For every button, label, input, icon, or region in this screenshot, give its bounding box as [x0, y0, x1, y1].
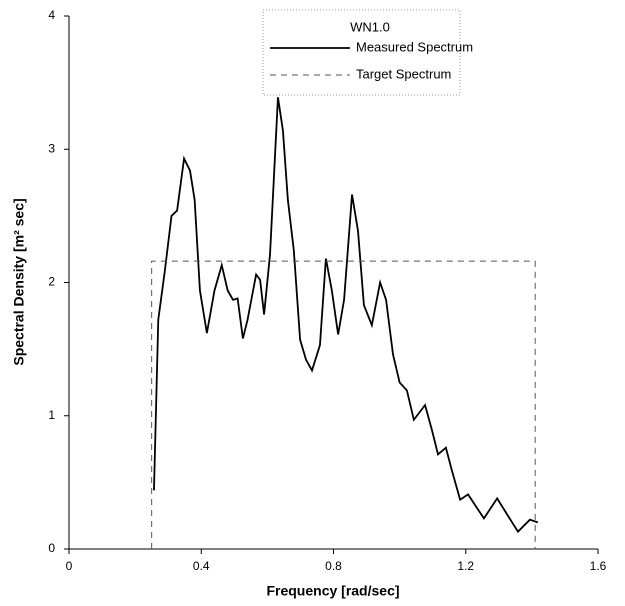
y-tick-label: 4 [48, 8, 55, 22]
x-axis-title: Frequency [rad/sec] [266, 583, 399, 599]
x-tick-label: 0.4 [193, 559, 210, 573]
x-tick-label: 1.6 [590, 559, 607, 573]
x-tick-label: 0.8 [325, 559, 342, 573]
series-line [151, 260, 536, 549]
y-axis-title: Spectral Density [m² sec] [11, 198, 27, 365]
y-tick-label: 2 [48, 275, 55, 289]
legend-label: Target Spectrum [356, 66, 451, 81]
y-tick-label: 0 [48, 541, 55, 555]
y-tick-label: 3 [48, 141, 55, 155]
y-tick-label: 1 [48, 408, 55, 422]
legend-title: WN1.0 [350, 19, 390, 34]
series-line [153, 97, 539, 534]
legend-box [262, 9, 461, 96]
x-tick-label: 1.2 [457, 559, 474, 573]
legend-label: Measured Spectrum [356, 39, 473, 54]
x-tick-label: 0 [66, 559, 73, 573]
